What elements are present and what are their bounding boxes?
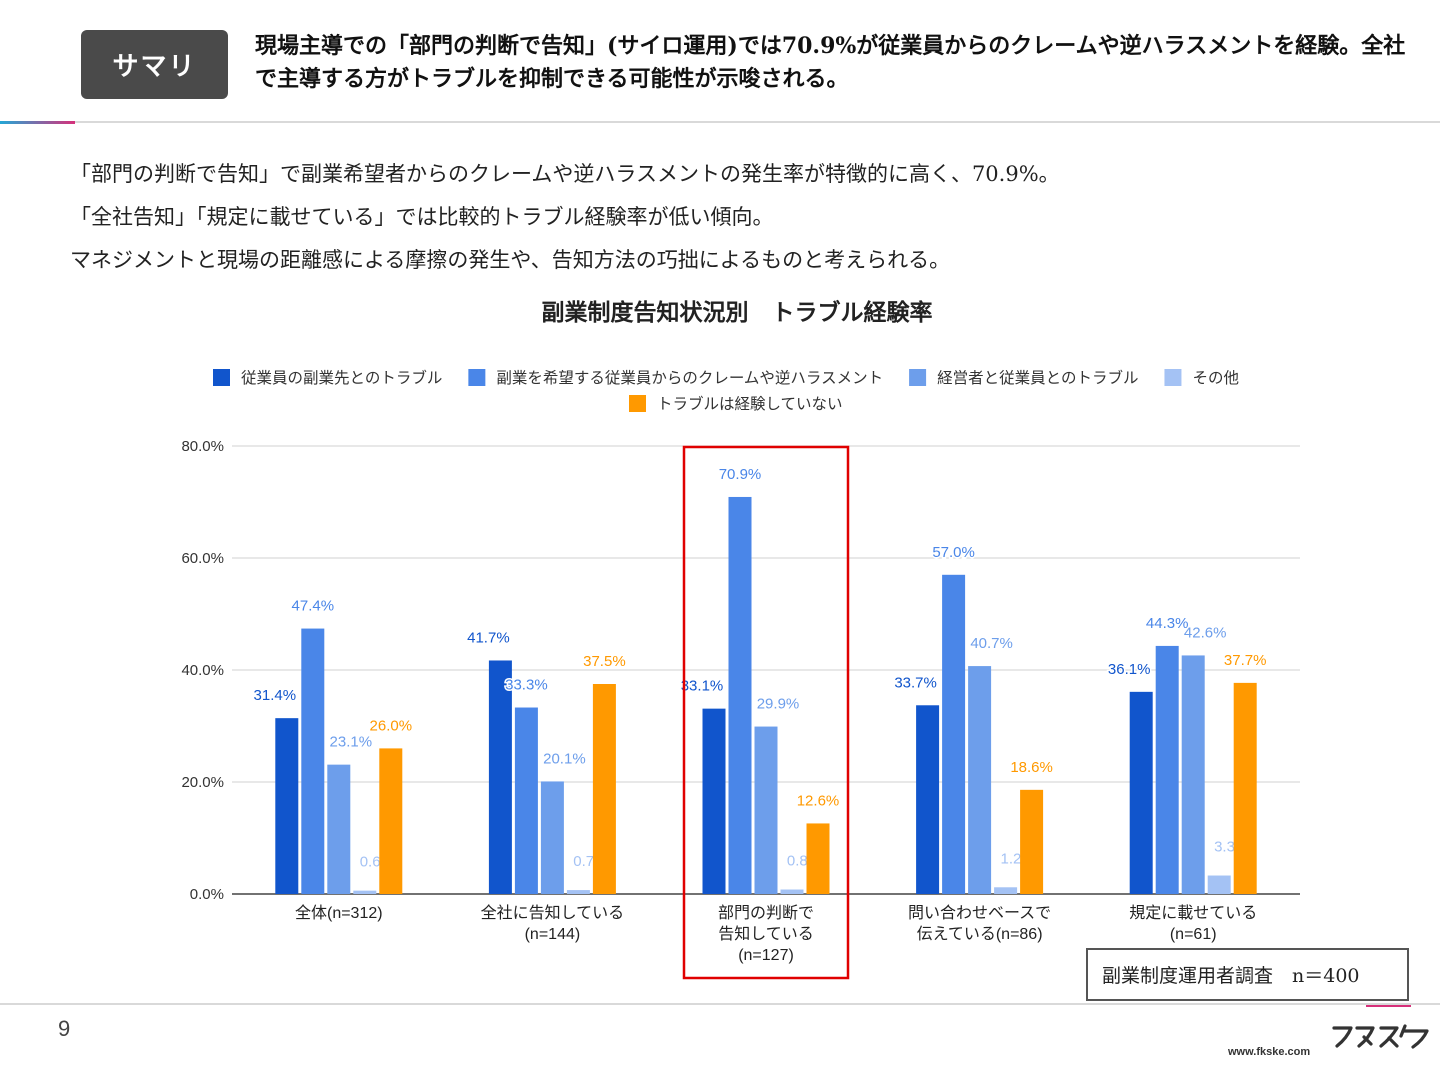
- legend-label: 副業を希望する従業員からのクレームや逆ハラスメント: [496, 369, 883, 387]
- footer-divider: [0, 1003, 1440, 1005]
- data-label: 36.1%: [1108, 661, 1151, 678]
- data-label: 31.4%: [254, 687, 297, 704]
- legend-label: トラブルは経験していない: [657, 394, 843, 413]
- x-tick-label: (n=127): [738, 947, 794, 964]
- x-tick-label: 全体(n=312): [295, 904, 383, 922]
- bar: [916, 705, 940, 894]
- legend-label: 経営者と従業員とのトラブル: [937, 368, 1138, 387]
- bar: [1181, 655, 1205, 894]
- x-tick-label: 伝えている(n=86): [917, 925, 1043, 943]
- bar: [566, 890, 590, 894]
- y-tick-label: 80.0%: [181, 438, 224, 455]
- x-tick-label: 部門の判断で: [718, 904, 814, 922]
- legend-swatch: [213, 369, 230, 386]
- y-tick-label: 0.0%: [190, 886, 224, 903]
- bar: [327, 764, 351, 894]
- bar: [754, 726, 778, 894]
- y-tick-label: 60.0%: [181, 550, 224, 567]
- bar: [942, 574, 966, 894]
- x-tick-label: 全社に告知している: [481, 904, 625, 922]
- data-label: 57.0%: [932, 544, 975, 561]
- x-tick-label: 問い合わせベースで: [908, 904, 1051, 922]
- data-label: 33.3%: [505, 677, 548, 694]
- data-label: 12.6%: [797, 792, 840, 809]
- data-label: 70.9%: [719, 466, 762, 483]
- bar: [514, 707, 538, 894]
- bar: [592, 684, 616, 894]
- page-number: 9: [58, 1016, 71, 1041]
- bar-chart: 0.0% 20.0% 40.0% 60.0% 80.0% 従業員の副業先とのトラブル 副業を…: [181, 368, 1300, 980]
- data-label: 37.7%: [1224, 652, 1267, 669]
- x-tick-label: (n=144): [525, 926, 581, 943]
- bar: [702, 708, 726, 894]
- header-accent-line: [0, 121, 75, 124]
- survey-note: 副業制度運用者調査 n＝400: [1086, 948, 1409, 1001]
- summary-text: 現場主導での「部門の判断で告知」(サイロ運用)では70.9%が従業員からのクレー…: [255, 33, 1406, 92]
- data-label: 29.9%: [757, 696, 800, 713]
- footer-accent-line: [1366, 1005, 1411, 1007]
- data-label: 44.3%: [1146, 615, 1189, 632]
- bar: [994, 887, 1018, 894]
- bar: [1020, 789, 1044, 894]
- bar: [275, 718, 299, 894]
- legend-swatch: [468, 369, 486, 386]
- legend-swatch: [629, 395, 646, 412]
- legend-swatch: [909, 369, 927, 386]
- body-text: 「部門の判断で告知」で副業希望者からのクレームや逆ハラスメントの発生率が特徴的に…: [70, 153, 1370, 282]
- x-tick-label: 規定に載せている: [1129, 904, 1257, 922]
- data-label: 26.0%: [370, 717, 413, 734]
- body-line: マネジメントと現場の距離感による摩擦の発生や、告知方法の巧拙によるものと考えられ…: [70, 248, 951, 272]
- bar: [780, 889, 804, 894]
- bar: [806, 823, 830, 894]
- summary-badge: サマリ: [81, 30, 228, 99]
- bar: [1129, 691, 1153, 894]
- data-label: 42.6%: [1184, 624, 1227, 641]
- body-line: 「部門の判断で告知」で副業希望者からのクレームや逆ハラスメントの発生率が特徴的に…: [70, 162, 1060, 186]
- bar: [728, 496, 752, 894]
- x-tick-label: 告知している: [718, 925, 814, 943]
- data-label: 33.7%: [894, 674, 937, 691]
- header-divider: [0, 121, 1440, 123]
- y-tick-label: 40.0%: [181, 662, 224, 679]
- site-url: www.fkske.com: [1228, 1046, 1311, 1058]
- legend-label: 従業員の副業先とのトラブル: [241, 368, 442, 387]
- bar: [488, 660, 512, 894]
- bar: [379, 748, 403, 894]
- data-label: 33.1%: [681, 678, 724, 695]
- bar: [1207, 875, 1231, 894]
- data-label: 18.6%: [1010, 759, 1053, 776]
- highlight-box: [682, 445, 850, 980]
- legend-swatch: [1164, 369, 1182, 386]
- bar: [1155, 645, 1179, 894]
- bar: [540, 781, 564, 894]
- data-label: 37.5%: [583, 653, 626, 670]
- chart-title: 副業制度告知状況別 トラブル経験率: [541, 299, 933, 326]
- y-tick-label: 20.0%: [181, 774, 224, 791]
- bar: [968, 666, 992, 894]
- bar: [1233, 682, 1257, 894]
- data-label: 41.7%: [467, 629, 510, 646]
- body-line: 「全社告知」「規定に載せている」では比較的トラブル経験率が低い傾向。: [70, 205, 774, 229]
- data-label: 40.7%: [970, 635, 1013, 652]
- data-label: 23.1%: [330, 734, 373, 751]
- data-label: 47.4%: [292, 598, 335, 615]
- bar: [301, 628, 325, 894]
- data-label: 20.1%: [543, 750, 586, 767]
- legend-label: その他: [1192, 369, 1239, 387]
- x-tick-label: (n=61): [1170, 926, 1217, 943]
- bar: [353, 890, 377, 894]
- fukusuke-logo: [1332, 1024, 1429, 1049]
